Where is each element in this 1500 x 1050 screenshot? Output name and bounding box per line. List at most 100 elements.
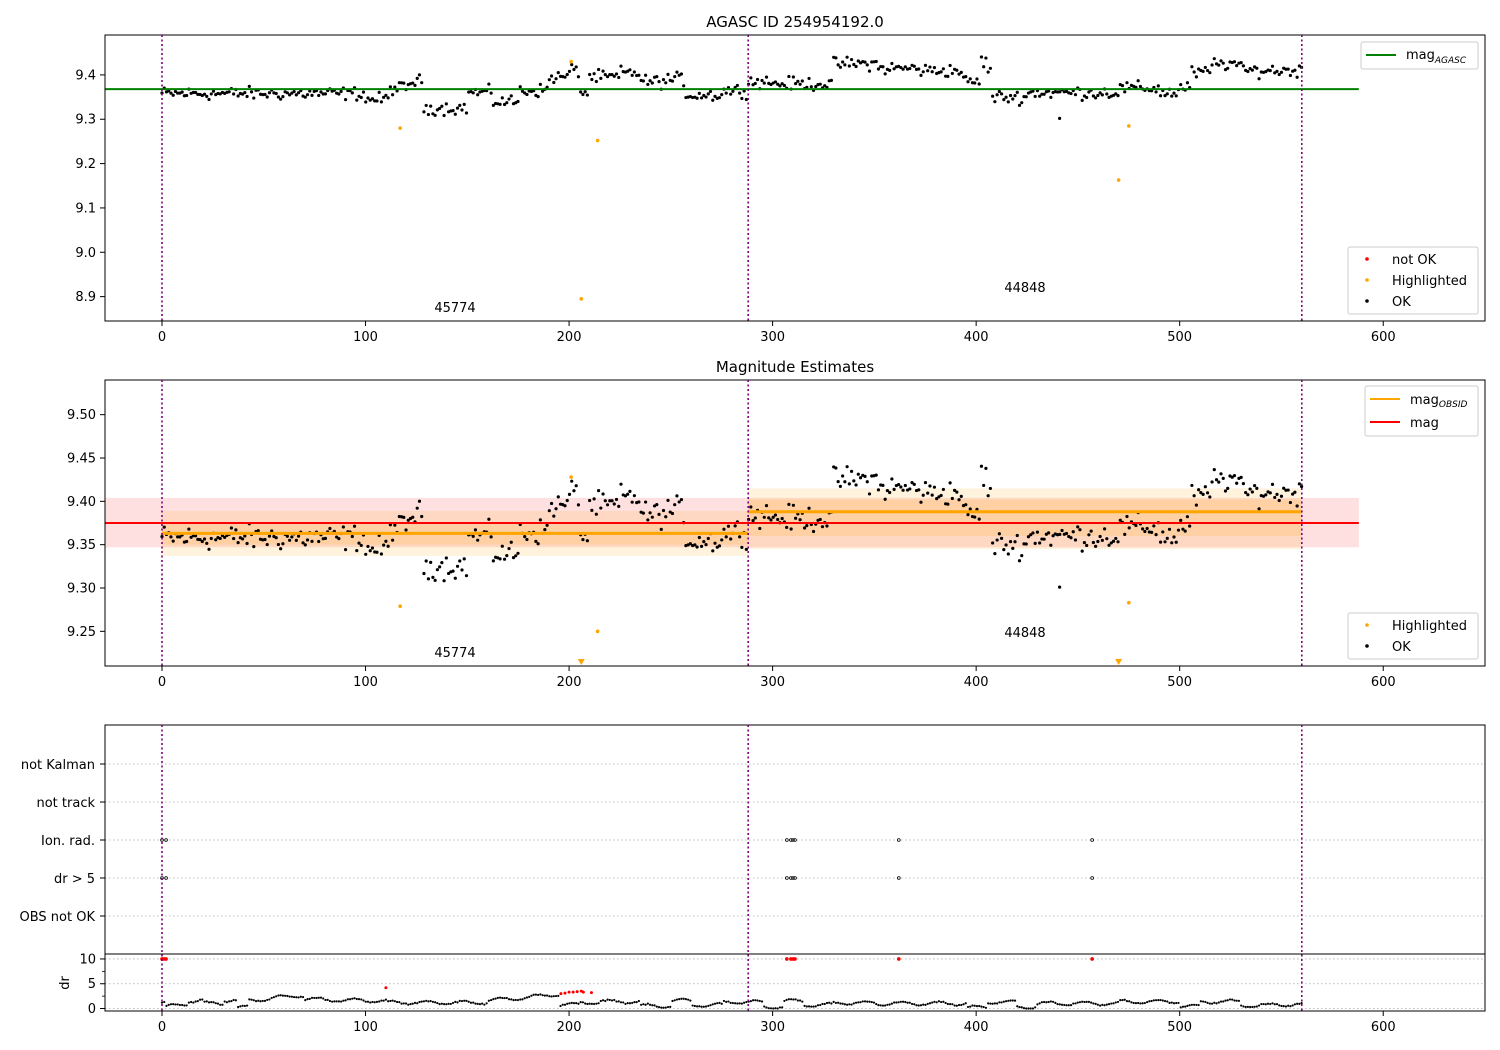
dr-point bbox=[357, 998, 361, 1001]
dr-point bbox=[637, 999, 640, 1003]
ok-point bbox=[547, 78, 551, 82]
ok-point bbox=[939, 493, 943, 498]
dr-point bbox=[682, 997, 685, 1000]
ok-point bbox=[592, 72, 596, 76]
ok-point bbox=[167, 89, 171, 93]
ok-point bbox=[1143, 529, 1147, 534]
ok-point bbox=[791, 75, 795, 79]
ok-point bbox=[265, 95, 269, 99]
dr-point bbox=[469, 1001, 473, 1004]
dr-point bbox=[843, 1003, 846, 1006]
ok-point bbox=[805, 524, 809, 528]
dr-point bbox=[1231, 998, 1234, 1001]
ok-point bbox=[310, 539, 314, 543]
dr-point bbox=[700, 1005, 703, 1008]
ok-point bbox=[903, 483, 907, 488]
dr-point bbox=[1224, 999, 1227, 1002]
ok-point bbox=[729, 537, 733, 541]
dr-point bbox=[1170, 1001, 1173, 1004]
ok-point bbox=[572, 67, 576, 72]
dr-red-point bbox=[575, 990, 579, 994]
dr-point bbox=[790, 998, 793, 1001]
dr-point bbox=[619, 1001, 623, 1004]
flag-row-label-obs-not-ok: OBS not OK bbox=[20, 910, 96, 925]
ok-point bbox=[585, 93, 589, 97]
dr-point bbox=[951, 1003, 954, 1006]
ok-point bbox=[1091, 94, 1095, 98]
ok-point bbox=[1064, 531, 1069, 536]
dr-point bbox=[521, 998, 524, 1001]
dr-point bbox=[669, 1005, 672, 1008]
dr-point bbox=[646, 1002, 649, 1005]
ok-point bbox=[552, 514, 556, 518]
dr-point bbox=[284, 994, 287, 997]
dr-point bbox=[1175, 1001, 1178, 1005]
ok-point bbox=[744, 97, 748, 102]
dr-point bbox=[664, 1006, 667, 1009]
ok-point bbox=[899, 485, 903, 489]
dr-point bbox=[1096, 1003, 1099, 1006]
ok-point bbox=[999, 92, 1004, 96]
ok-point bbox=[337, 92, 341, 96]
highlighted-point bbox=[398, 604, 402, 608]
dr-point bbox=[369, 1001, 372, 1004]
ok-point bbox=[218, 536, 222, 541]
ok-point bbox=[693, 543, 697, 547]
flag-point bbox=[791, 838, 795, 842]
ok-point bbox=[1291, 492, 1295, 496]
ok-point bbox=[1017, 103, 1022, 107]
dr-point bbox=[691, 1004, 694, 1007]
dr-tick-label: 0 bbox=[88, 1002, 96, 1017]
ok-point bbox=[563, 504, 567, 508]
dr-point bbox=[1114, 1001, 1117, 1004]
dr-point bbox=[1139, 1002, 1142, 1005]
dr-point bbox=[563, 1003, 567, 1006]
ok-point bbox=[191, 90, 195, 95]
ok-point bbox=[288, 93, 292, 97]
dr-point bbox=[577, 1002, 580, 1005]
ok-point bbox=[1125, 81, 1129, 85]
dr-point bbox=[1193, 1003, 1196, 1006]
x-tick-label: 100 bbox=[353, 675, 378, 690]
ok-point bbox=[682, 84, 686, 88]
highlighted-point bbox=[595, 138, 600, 143]
dr-point bbox=[216, 1002, 220, 1005]
dr-point bbox=[1190, 1003, 1194, 1006]
dr-red-point bbox=[567, 990, 571, 994]
dr-point bbox=[1255, 1005, 1258, 1008]
dr-point bbox=[604, 999, 607, 1003]
ok-point bbox=[1102, 527, 1107, 531]
ok-point bbox=[608, 73, 612, 77]
dr-point bbox=[803, 1004, 806, 1007]
dr-point bbox=[888, 1003, 891, 1006]
ok-point bbox=[1170, 94, 1174, 98]
ok-point bbox=[773, 80, 778, 84]
ok-point bbox=[247, 84, 251, 88]
ok-point bbox=[780, 516, 784, 521]
ok-point bbox=[554, 507, 558, 511]
ok-point bbox=[581, 537, 585, 542]
ok-point bbox=[917, 67, 921, 71]
ok-point bbox=[908, 66, 912, 71]
x-tick-label: 400 bbox=[964, 1020, 989, 1035]
ok-point bbox=[525, 92, 529, 97]
ok-point bbox=[1197, 488, 1201, 492]
ok-point bbox=[350, 534, 354, 539]
ok-point bbox=[632, 494, 637, 498]
ok-point bbox=[614, 72, 619, 76]
ok-point bbox=[666, 72, 670, 77]
ok-point bbox=[661, 508, 666, 513]
agasc-obs-label-2: 44848 bbox=[1004, 281, 1045, 296]
dr-point bbox=[228, 1000, 231, 1003]
ok-point bbox=[256, 529, 260, 533]
dr-point bbox=[1018, 1005, 1021, 1009]
ok-point bbox=[440, 561, 444, 565]
ok-point bbox=[462, 557, 466, 561]
ok-point bbox=[1270, 482, 1275, 486]
ok-point bbox=[543, 527, 547, 532]
ok-point bbox=[1295, 75, 1299, 79]
ok-point bbox=[1085, 95, 1089, 100]
dr-point bbox=[355, 997, 358, 1001]
dr-point bbox=[501, 996, 504, 1000]
x-tick-label: 300 bbox=[760, 330, 785, 345]
